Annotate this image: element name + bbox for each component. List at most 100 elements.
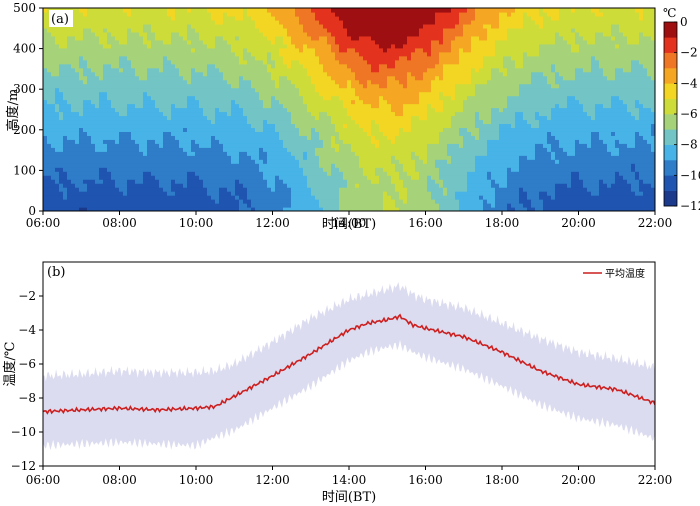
heatmap-cell xyxy=(107,107,112,113)
heatmap-cell xyxy=(107,123,112,129)
heatmap-cell xyxy=(407,123,412,129)
heatmap-cell xyxy=(207,63,212,69)
heatmap-cell xyxy=(75,131,80,136)
heatmap-cell xyxy=(347,159,352,164)
heatmap-cell xyxy=(171,183,176,188)
heatmap-cell xyxy=(263,71,268,77)
heatmap-cell xyxy=(75,183,80,188)
heatmap-cell xyxy=(311,15,316,21)
heatmap-cell xyxy=(363,19,368,25)
heatmap-cell xyxy=(367,55,372,61)
heatmap-cell xyxy=(279,203,284,208)
heatmap-cell xyxy=(203,83,208,89)
heatmap-cell xyxy=(99,167,104,172)
heatmap-cell xyxy=(335,63,340,69)
heatmap-cell xyxy=(227,207,232,211)
heatmap-cell xyxy=(239,75,244,81)
heatmap-cell xyxy=(243,143,248,148)
heatmap-cell xyxy=(107,87,112,93)
heatmap-cell xyxy=(75,79,80,85)
heatmap-cell xyxy=(67,199,72,204)
heatmap-cell xyxy=(79,107,84,113)
heatmap-cell xyxy=(179,63,184,69)
heatmap-cell xyxy=(71,51,76,57)
heatmap-cell xyxy=(267,39,272,45)
heatmap-cell xyxy=(75,75,80,81)
heatmap-cell xyxy=(135,67,140,73)
heatmap-cell xyxy=(159,31,164,37)
heatmap-cell xyxy=(251,59,256,65)
heatmap-cell xyxy=(359,71,364,77)
heatmap-cell xyxy=(95,15,100,21)
heatmap-cell xyxy=(403,67,408,73)
heatmap-cell xyxy=(131,131,136,136)
heatmap-cell xyxy=(219,59,224,65)
heatmap-cell xyxy=(371,187,376,192)
heatmap-cell xyxy=(371,163,376,168)
heatmap-cell xyxy=(43,95,48,101)
heatmap-cell xyxy=(43,11,48,17)
heatmap-cell xyxy=(355,175,360,180)
heatmap-cell xyxy=(423,31,428,37)
heatmap-cell xyxy=(355,71,360,77)
heatmap-cell xyxy=(383,103,388,109)
heatmap-cell xyxy=(303,67,308,73)
heatmap-cell xyxy=(375,51,380,57)
heatmap-cell xyxy=(351,23,356,29)
heatmap-cell xyxy=(359,67,364,73)
heatmap-cell xyxy=(347,63,352,69)
heatmap-cell xyxy=(355,27,360,33)
heatmap-cell xyxy=(211,139,216,144)
heatmap-cell xyxy=(139,11,144,17)
heatmap-cell xyxy=(367,111,372,117)
heatmap-cell xyxy=(55,167,60,172)
heatmap-cell xyxy=(275,163,280,168)
heatmap-cell xyxy=(259,79,264,85)
heatmap-cell xyxy=(299,119,304,125)
heatmap-cell xyxy=(91,127,96,132)
heatmap-cell xyxy=(371,103,376,109)
heatmap-cell xyxy=(167,107,172,113)
heatmap-cell xyxy=(51,99,56,105)
heatmap-cell xyxy=(75,15,80,21)
heatmap-cell xyxy=(403,179,408,184)
heatmap-cell xyxy=(235,75,240,81)
heatmap-cell xyxy=(339,19,344,25)
heatmap-cell xyxy=(235,47,240,53)
heatmap-cell xyxy=(79,183,84,188)
heatmap-cell xyxy=(87,143,92,148)
heatmap-cell xyxy=(227,71,232,77)
heatmap-cell xyxy=(63,155,68,160)
heatmap-cell xyxy=(231,187,236,192)
heatmap-cell xyxy=(279,155,284,160)
heatmap-cell xyxy=(95,135,100,140)
heatmap-cell xyxy=(383,163,388,168)
heatmap-cell xyxy=(375,107,380,113)
heatmap-cell xyxy=(319,131,324,136)
heatmap-cell xyxy=(147,39,152,45)
heatmap-cell xyxy=(79,63,84,69)
heatmap-cell xyxy=(399,155,404,160)
heatmap-cell xyxy=(171,123,176,129)
heatmap-cell xyxy=(411,207,416,211)
heatmap-cell xyxy=(299,183,304,188)
heatmap-cell xyxy=(87,55,92,61)
heatmap-cell xyxy=(379,83,384,89)
heatmap-cell xyxy=(399,27,404,33)
heatmap-cell xyxy=(359,151,364,156)
heatmap-cell xyxy=(323,43,328,49)
heatmap-cell xyxy=(219,131,224,136)
heatmap-cell xyxy=(115,55,120,61)
heatmap-cell xyxy=(323,183,328,188)
heatmap-cell xyxy=(283,27,288,33)
heatmap-cell xyxy=(151,107,156,113)
heatmap-cell xyxy=(243,15,248,21)
heatmap-cell xyxy=(407,119,412,125)
heatmap-cell xyxy=(135,147,140,152)
heatmap-cell xyxy=(407,91,412,97)
heatmap-cell xyxy=(371,91,376,97)
heatmap-cell xyxy=(123,43,128,49)
heatmap-cell xyxy=(323,151,328,156)
heatmap-cell xyxy=(115,11,120,17)
heatmap-cell xyxy=(283,75,288,81)
